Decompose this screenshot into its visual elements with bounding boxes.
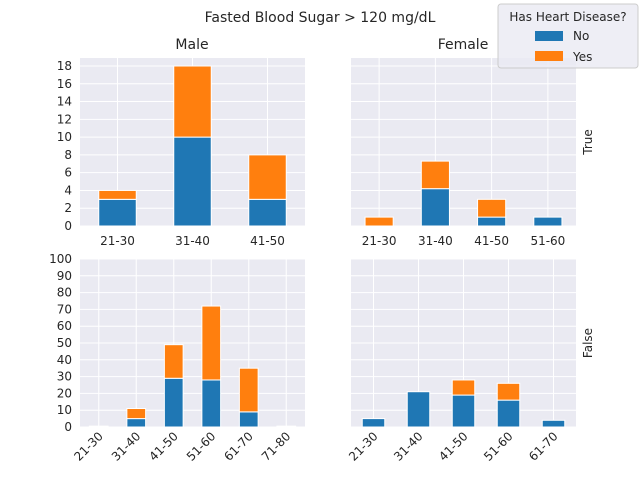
- bar-yes-41-50: [477, 198, 507, 218]
- bar-no-31-40: [126, 418, 147, 428]
- x-tick-label: 31-40: [109, 429, 144, 464]
- y-tick-label: 16: [57, 77, 72, 91]
- bar-no-61-70: [238, 411, 259, 428]
- x-tick-label: 21-30: [71, 429, 106, 464]
- bar-no-21-30: [361, 418, 386, 428]
- legend-swatch-yes: [535, 51, 563, 61]
- x-tick-label: 21-30: [100, 234, 135, 248]
- y-tick-label: 90: [57, 269, 72, 283]
- y-tick-label: 12: [57, 112, 72, 126]
- y-tick-label: 60: [57, 319, 72, 333]
- legend-label-yes: Yes: [572, 50, 592, 64]
- bar-no-41-50: [451, 394, 476, 428]
- y-tick-label: 0: [64, 420, 72, 434]
- x-tick-label: 41-50: [474, 234, 509, 248]
- bar-no-21-30: [98, 198, 137, 227]
- x-tick-label: 31-40: [418, 234, 453, 248]
- x-tick-label: 61-70: [526, 429, 561, 464]
- bar-yes-51-60: [496, 382, 521, 401]
- bar-no-51-60: [496, 399, 521, 428]
- bar-no-61-70: [541, 419, 566, 428]
- bar-yes-31-40: [420, 160, 450, 190]
- y-tick-label: 14: [57, 95, 72, 109]
- y-tick-label: 20: [57, 386, 72, 400]
- x-tick-label: 61-70: [221, 429, 256, 464]
- figure-title: Fasted Blood Sugar > 120 mg/dL: [205, 10, 436, 26]
- x-tick-label: 51-60: [530, 234, 565, 248]
- x-tick-label: 41-50: [146, 429, 181, 464]
- legend-title: Has Heart Disease?: [509, 10, 626, 24]
- x-tick-label: 21-30: [362, 234, 397, 248]
- y-tick-label: 40: [57, 353, 72, 367]
- bar-no-31-40: [173, 136, 212, 227]
- x-tick-label: 51-60: [184, 429, 219, 464]
- y-tick-label: 70: [57, 302, 72, 316]
- bar-yes-21-30: [364, 216, 394, 227]
- bar-no-31-40: [406, 391, 431, 428]
- y-tick-label: 0: [64, 219, 72, 233]
- bar-no-41-50: [163, 377, 184, 428]
- bar-no-51-60: [533, 216, 563, 227]
- y-tick-label: 100: [49, 252, 72, 266]
- legend: Has Heart Disease? No Yes: [497, 3, 639, 69]
- y-tick-label: 2: [64, 201, 72, 215]
- legend-frame: [497, 3, 639, 69]
- bar-no-51-60: [201, 379, 222, 428]
- x-tick-label: 21-30: [346, 429, 381, 464]
- bar-yes-31-40: [173, 65, 212, 138]
- y-tick-label: 6: [64, 166, 72, 180]
- col-title-male: Male: [175, 37, 208, 53]
- row-label-true: True: [581, 129, 595, 156]
- panel-bottom-left: 0 10 20 30 40 50 60 70 80 90 100 21-30 31-40 41-50 51-…: [49, 252, 305, 464]
- panel-top-left: 0 2 4 6 8 10 12 14 16 18 21-30 31-40 41-50: [57, 58, 305, 248]
- bar-yes-31-40: [126, 408, 147, 420]
- x-tick-label: 41-50: [250, 234, 285, 248]
- plot-area: [351, 58, 576, 226]
- legend-swatch-no: [535, 31, 563, 41]
- bar-yes-41-50: [248, 154, 287, 200]
- bar-no-71-80: [276, 425, 297, 428]
- y-tick-label: 4: [64, 183, 72, 197]
- panel-bottom-right: 21-30 31-40 41-50 51-60 61-70: [346, 258, 576, 464]
- bar-yes-41-50: [451, 379, 476, 396]
- bar-no-41-50: [477, 216, 507, 227]
- bar-no-31-40: [420, 188, 450, 227]
- bar-no-21-30: [88, 425, 109, 428]
- bar-yes-21-30: [98, 189, 137, 200]
- panel-top-right: 21-30 31-40 41-50 51-60: [351, 58, 576, 248]
- bar-no-41-50: [248, 198, 287, 227]
- y-tick-label: 30: [57, 370, 72, 384]
- y-tick-label: 8: [64, 148, 72, 162]
- y-tick-label: 80: [57, 286, 72, 300]
- x-tick-label: 41-50: [436, 429, 471, 464]
- y-tick-label: 10: [57, 130, 72, 144]
- y-tick-label: 10: [57, 403, 72, 417]
- x-tick-label: 31-40: [175, 234, 210, 248]
- x-tick-label: 31-40: [391, 429, 426, 464]
- x-tick-label: 71-80: [259, 429, 294, 464]
- bar-yes-51-60: [201, 305, 222, 381]
- x-tick-label: 51-60: [481, 429, 516, 464]
- bar-yes-41-50: [163, 344, 184, 379]
- bar-yes-61-70: [238, 367, 259, 413]
- y-tick-label: 18: [57, 59, 72, 73]
- legend-label-no: No: [573, 29, 589, 43]
- col-title-female: Female: [438, 37, 489, 53]
- y-tick-label: 50: [57, 336, 72, 350]
- row-label-false: False: [581, 328, 595, 358]
